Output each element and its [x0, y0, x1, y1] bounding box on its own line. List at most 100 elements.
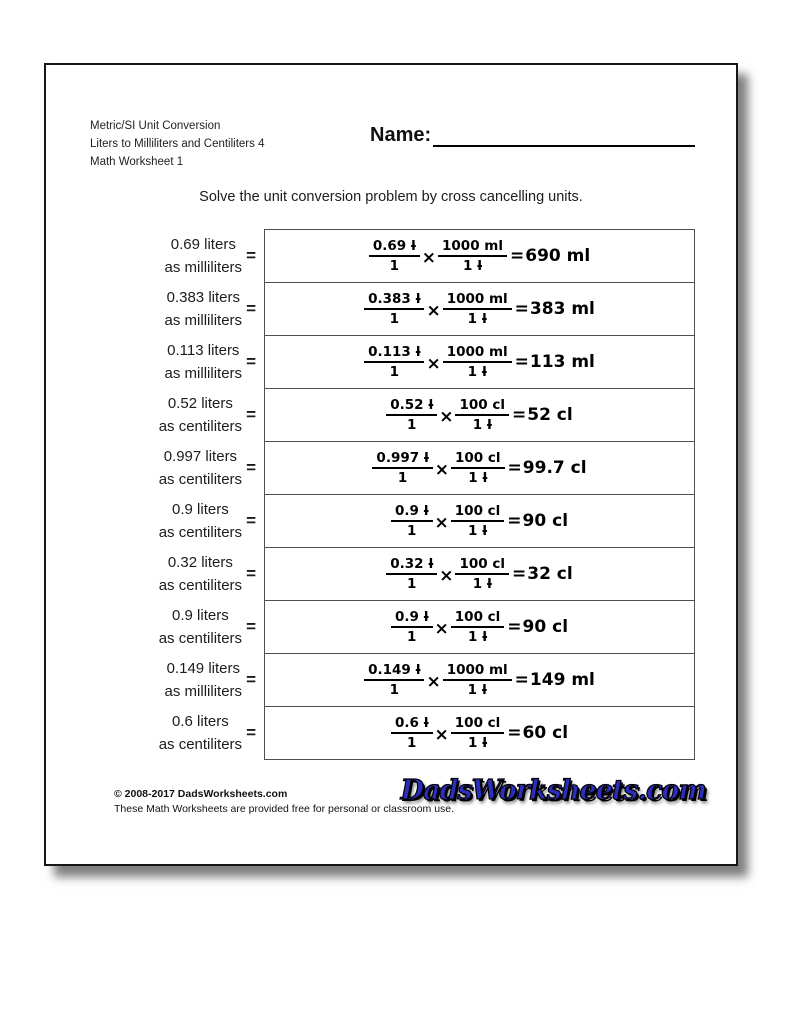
- problem-equals-sign: =: [246, 617, 256, 636]
- result-value: 113 ml: [529, 352, 595, 372]
- problem-label: 0.52 liters as centiliters =: [46, 388, 256, 442]
- problem-quantity: 0.9 liters: [172, 607, 229, 624]
- result-equals-sign: =: [514, 670, 529, 690]
- fraction-1-numerator: 0.113 l: [364, 344, 425, 363]
- problem-label-lines: 0.6 liters as centiliters: [159, 710, 242, 756]
- fraction-2-value: 1: [468, 470, 478, 486]
- problem-equals-sign: =: [246, 723, 256, 742]
- instruction-text: Solve the unit conversion problem by cro…: [199, 189, 583, 205]
- problem-label: 0.383 liters as milliliters =: [46, 282, 256, 336]
- result-equals-sign: =: [511, 564, 527, 584]
- problem-label-lines: 0.149 liters as milliliters: [165, 657, 243, 703]
- fraction-1-numerator: 0.52 l: [386, 397, 438, 416]
- cancelled-liter-unit: l: [482, 364, 487, 380]
- cancelled-liter-unit: l: [487, 417, 492, 433]
- copyright-line: © 2008-2017 DadsWorksheets.com: [114, 788, 288, 800]
- problem-row: 0.69 liters as milliliters = 0.69 l 1 × 1…: [46, 229, 740, 283]
- multiply-sign: ×: [434, 460, 450, 480]
- problem-label: 0.9 liters as centiliters =: [46, 600, 256, 654]
- problem-row: 0.383 liters as milliliters = 0.383 l 1 ×…: [46, 282, 740, 336]
- fraction-2-value: 1: [472, 417, 483, 433]
- name-field-row: Name:: [370, 123, 696, 147]
- result-value: 90 cl: [522, 511, 569, 531]
- problem-quantity: 0.113 liters: [167, 342, 240, 359]
- problem-equals-sign: =: [246, 458, 256, 477]
- cancelled-liter-unit: l: [423, 503, 429, 519]
- name-label: Name:: [370, 124, 432, 146]
- fraction-2-value: 1: [467, 682, 478, 698]
- problem-target-unit: as milliliters: [164, 312, 243, 329]
- multiply-sign: ×: [426, 354, 441, 374]
- fraction-1-value: 0.149: [368, 662, 411, 678]
- result-value: 90 cl: [522, 617, 569, 637]
- problem-quantity: 0.69 liters: [170, 236, 236, 253]
- problem-equals-sign: =: [246, 511, 256, 530]
- problem-label-lines: 0.997 liters as centiliters: [159, 445, 242, 491]
- result-equals-sign: =: [511, 405, 527, 425]
- fraction-2-numerator: 1000 ml: [442, 344, 512, 363]
- result-value: 60 cl: [522, 723, 569, 743]
- header-line-subject: Metric/SI Unit Conversion: [90, 120, 221, 132]
- problems-list: 0.69 liters as milliliters = 0.69 l 1 × 1…: [46, 229, 740, 760]
- problem-target-unit: as centiliters: [158, 736, 243, 753]
- result-value: 149 ml: [529, 670, 595, 690]
- fraction-1-value: 0.383: [368, 291, 411, 307]
- header-line-topic: Liters to Milliliters and Centiliters 4: [90, 138, 265, 150]
- multiply-sign: ×: [421, 248, 437, 268]
- fraction-1-denominator: 1: [389, 682, 399, 698]
- cancelled-liter-unit: l: [428, 556, 434, 572]
- problem-equals-sign: =: [246, 246, 256, 265]
- multiply-sign: ×: [439, 407, 454, 427]
- problem-target-unit: as centiliters: [158, 471, 243, 488]
- fraction-2-value: 1: [468, 735, 478, 751]
- fraction-1-numerator: 0.9 l: [390, 503, 433, 522]
- cancelled-liter-unit: l: [423, 609, 429, 625]
- fraction-1: 0.997 l 1: [372, 450, 433, 486]
- problem-label: 0.113 liters as milliliters =: [46, 335, 256, 389]
- problem-label: 0.149 liters as milliliters =: [46, 653, 256, 707]
- problem-equals-sign: =: [246, 352, 256, 371]
- cancelled-liter-unit: l: [487, 576, 492, 592]
- cancelled-liter-unit: l: [428, 397, 434, 413]
- fraction-1: 0.32 l 1: [386, 556, 438, 592]
- fraction-1: 0.149 l 1: [364, 662, 425, 698]
- fraction-2-value: 1: [472, 576, 483, 592]
- fraction-1-numerator: 0.149 l: [364, 662, 425, 681]
- name-blank-line: [433, 123, 696, 147]
- footer-text: © 2008-2017 DadsWorksheets.com These Mat…: [114, 787, 454, 817]
- multiply-sign: ×: [434, 725, 449, 745]
- fraction-1-numerator: 0.9 l: [390, 609, 433, 628]
- problem-label-lines: 0.32 liters as centiliters: [159, 551, 242, 597]
- fraction-1-denominator: 1: [407, 523, 417, 539]
- problem-quantity: 0.149 liters: [166, 660, 240, 677]
- result-equals-sign: =: [507, 617, 522, 637]
- fraction-1-denominator: 1: [389, 311, 399, 327]
- fraction-2-numerator: 100 cl: [450, 503, 505, 522]
- result-equals-sign: =: [509, 246, 525, 266]
- problem-label-lines: 0.113 liters as milliliters: [165, 339, 243, 385]
- problem-label-lines: 0.9 liters as centiliters: [159, 604, 242, 650]
- fraction-1-value: 0.32: [390, 556, 424, 572]
- fraction-2-numerator: 1000 ml: [442, 662, 512, 681]
- fraction-1-numerator: 0.32 l: [386, 556, 438, 575]
- fraction-2-value: 1: [468, 629, 478, 645]
- fraction-1: 0.113 l 1: [364, 344, 425, 380]
- fraction-2-value: 1: [467, 364, 478, 380]
- fraction-2-numerator: 100 cl: [455, 556, 509, 575]
- problem-quantity: 0.9 liters: [172, 501, 229, 518]
- problem-row: 0.52 liters as centiliters = 0.52 l 1 × 1…: [46, 388, 740, 442]
- problem-label: 0.6 liters as centiliters =: [46, 706, 256, 760]
- problem-quantity: 0.32 liters: [167, 554, 233, 571]
- problem-quantity: 0.6 liters: [172, 713, 229, 730]
